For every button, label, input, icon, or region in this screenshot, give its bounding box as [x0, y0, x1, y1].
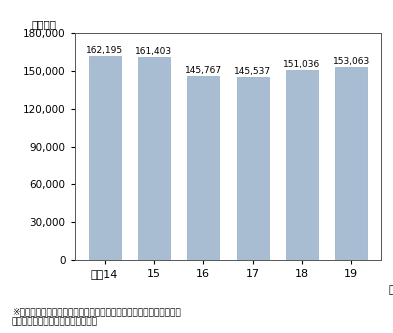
Text: 161,403: 161,403 — [136, 47, 173, 56]
Text: 145,537: 145,537 — [234, 67, 271, 76]
Text: （年度）: （年度） — [388, 285, 393, 295]
Text: （億円）: （億円） — [32, 19, 57, 29]
Text: 151,036: 151,036 — [283, 60, 321, 69]
Text: 145,767: 145,767 — [185, 66, 222, 75]
Text: ※　圲上高は全回答事業者の積上げであり、各年度の回答事業者数が
異なるため、比較には注意を要する: ※ 圲上高は全回答事業者の積上げであり、各年度の回答事業者数が 異なるため、比較… — [12, 307, 180, 326]
Text: 153,063: 153,063 — [332, 57, 370, 66]
Bar — [187, 76, 219, 260]
Bar — [237, 77, 269, 260]
Bar — [88, 56, 121, 260]
Text: 162,195: 162,195 — [86, 46, 123, 55]
Bar — [335, 67, 367, 260]
Bar — [286, 70, 318, 260]
Bar — [138, 57, 170, 260]
